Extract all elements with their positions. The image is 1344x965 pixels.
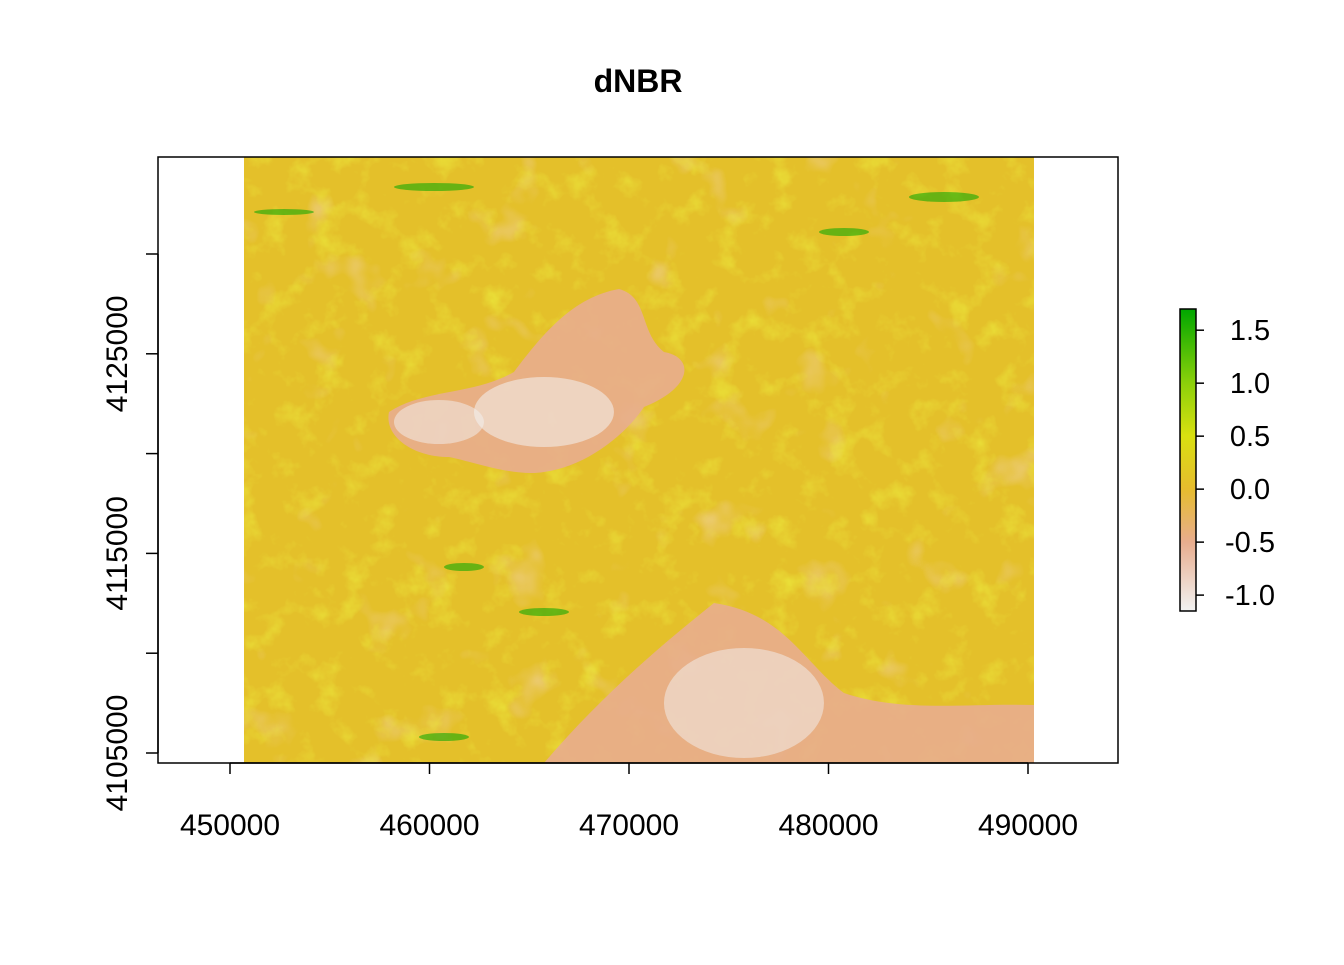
legend-tick-label: -0.5	[1225, 527, 1275, 559]
x-tick-label: 480000	[778, 809, 878, 842]
dnbr-raster	[243, 157, 1034, 763]
x-tick-label: 490000	[978, 809, 1078, 842]
pale-area-core	[663, 648, 824, 758]
x-tick-label: 460000	[379, 809, 479, 842]
y-tick-label: 4115000	[101, 496, 134, 611]
green-highlight	[393, 183, 474, 191]
legend-tick-label: 0.0	[1230, 474, 1270, 506]
y-tick-label: 4125000	[101, 295, 134, 412]
x-tick-label: 470000	[579, 809, 679, 842]
green-highlight	[418, 733, 469, 741]
legend-colorbar: -1.0 -0.5 0.0 0.5 1.0 1.5	[1179, 308, 1275, 612]
raster-texture-high	[243, 157, 1034, 763]
chart-title: dNBR	[594, 63, 683, 99]
green-highlight	[908, 192, 979, 202]
legend-tick-label: 1.5	[1230, 315, 1270, 347]
x-axis: 450000 460000 470000 480000 490000	[180, 762, 1078, 842]
burn-scar-core-west	[393, 400, 484, 444]
y-axis: 4105000 4115000 4125000	[101, 253, 159, 812]
green-highlight	[253, 209, 314, 215]
green-highlight	[518, 608, 569, 616]
x-tick-label: 450000	[180, 809, 280, 842]
colorbar	[1179, 308, 1197, 612]
legend-tick-label: -1.0	[1225, 580, 1275, 612]
legend-tick-label: 0.5	[1230, 421, 1270, 453]
y-tick-label: 4105000	[101, 695, 134, 812]
legend-tick-label: 1.0	[1230, 368, 1270, 400]
green-highlight	[818, 228, 869, 236]
green-highlight	[443, 563, 484, 571]
burn-scar-core	[473, 377, 614, 447]
